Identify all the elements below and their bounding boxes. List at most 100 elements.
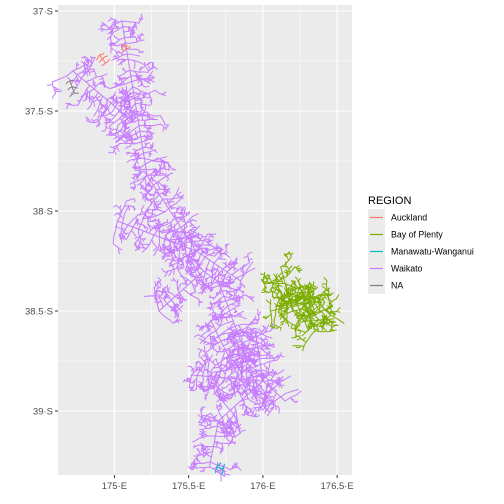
stream-segment <box>322 317 325 321</box>
stream-segment <box>182 298 185 300</box>
stream-segment <box>245 330 251 334</box>
stream-segment <box>290 252 294 256</box>
stream-segment <box>153 200 160 203</box>
stream-segment <box>147 220 155 222</box>
stream-segment <box>179 283 182 287</box>
stream-segment <box>279 354 285 357</box>
stream-segment <box>96 95 101 99</box>
stream-segment <box>248 258 253 262</box>
stream-segment <box>85 59 90 64</box>
stream-segment <box>290 298 311 306</box>
stream-segment <box>111 27 114 32</box>
stream-segment <box>292 345 305 347</box>
stream-segment <box>189 219 192 225</box>
stream-segment <box>304 315 309 322</box>
stream-segment <box>202 288 207 294</box>
stream-segment <box>257 406 260 412</box>
stream-segment <box>229 278 234 281</box>
stream-segment <box>136 217 139 222</box>
stream-segment <box>204 354 209 361</box>
stream-segment <box>330 329 335 332</box>
stream-segment <box>180 208 183 211</box>
stream-segment <box>181 211 184 216</box>
stream-segment <box>254 360 256 365</box>
stream-segment <box>228 284 231 290</box>
stream-segment <box>112 101 117 105</box>
stream-segment <box>76 99 81 102</box>
stream-segment <box>190 269 193 273</box>
stream-segment <box>175 207 178 210</box>
stream-segment <box>119 141 143 145</box>
stream-segment <box>169 229 177 233</box>
stream-segment <box>240 359 243 365</box>
stream-segment <box>207 375 210 394</box>
stream-segment <box>321 314 329 319</box>
stream-segment <box>291 295 295 304</box>
stream-segment <box>283 254 288 258</box>
stream-segment <box>257 308 259 315</box>
stream-segment <box>150 79 155 83</box>
stream-segment <box>195 325 200 328</box>
stream-segment <box>229 421 232 426</box>
stream-segment <box>201 434 207 437</box>
main-channel <box>122 44 127 50</box>
stream-segment <box>159 221 168 226</box>
stream-segment <box>171 309 175 311</box>
stream-segment <box>153 291 158 294</box>
stream-segment <box>116 50 120 54</box>
stream-segment <box>93 68 97 78</box>
stream-segment <box>122 122 125 124</box>
stream-segment <box>198 349 202 356</box>
stream-segment <box>173 307 177 310</box>
stream-segment <box>168 197 183 210</box>
stream-segment <box>231 367 233 374</box>
stream-segment <box>236 350 247 358</box>
stream-segment <box>199 425 218 430</box>
stream-segment <box>206 240 209 244</box>
stream-segment <box>308 283 313 286</box>
stream-segment <box>294 328 300 332</box>
stream-segment <box>176 319 180 324</box>
stream-segment <box>102 55 108 60</box>
stream-segment <box>136 74 142 78</box>
stream-segment <box>305 315 308 318</box>
stream-segment <box>219 248 224 253</box>
stream-segment <box>164 286 167 290</box>
stream-segment <box>275 356 280 358</box>
stream-segment <box>132 31 134 38</box>
stream-segment <box>217 317 219 321</box>
stream-segment <box>130 187 135 190</box>
stream-segment <box>182 257 184 263</box>
stream-segment <box>140 18 144 21</box>
stream-segment <box>218 354 225 378</box>
stream-segment <box>113 34 116 38</box>
stream-segment <box>233 342 237 345</box>
stream-segment <box>230 288 235 290</box>
stream-segment <box>299 319 312 323</box>
stream-segment <box>220 277 224 281</box>
stream-segment <box>287 286 290 290</box>
stream-segment <box>239 404 244 407</box>
stream-segment <box>263 392 266 396</box>
stream-segment <box>144 61 152 66</box>
stream-segment <box>187 466 192 470</box>
stream-segment <box>251 357 257 367</box>
stream-segment <box>251 328 255 335</box>
stream-segment <box>159 281 162 286</box>
stream-segment <box>316 326 320 330</box>
stream-segment <box>124 145 131 149</box>
stream-segment <box>253 393 257 398</box>
stream-segment <box>302 292 306 299</box>
stream-segment <box>86 88 88 100</box>
stream-segment <box>302 337 307 341</box>
stream-segment <box>149 117 155 119</box>
stream-segment <box>309 287 316 290</box>
stream-segment <box>271 286 277 291</box>
stream-segment <box>145 168 157 171</box>
stream-segment <box>296 267 301 270</box>
stream-segment <box>284 307 288 311</box>
stream-segment <box>234 259 238 262</box>
stream-segment <box>114 54 120 61</box>
stream-segment <box>320 296 324 300</box>
